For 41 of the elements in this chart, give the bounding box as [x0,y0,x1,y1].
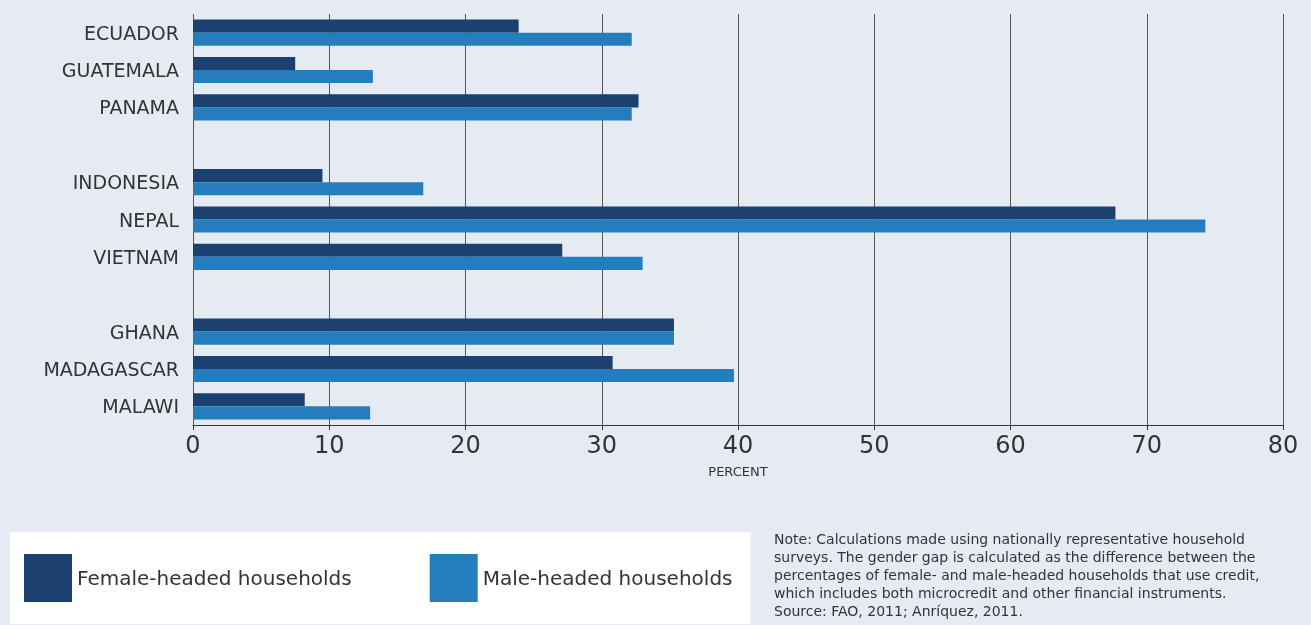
bar [193,56,296,71]
bar [193,219,1206,233]
bar [193,182,424,196]
x-tick-label: 50 [858,431,890,459]
bar [193,169,323,183]
y-tick-label: MADAGASCAR [43,357,179,380]
y-tick-label: INDONESIA [72,171,179,194]
source-note: Source: FAO, 2011; Anríquez, 2011. [774,602,1024,620]
x-tick-label: 80 [1267,431,1299,459]
x-tick-label: 40 [722,431,754,459]
bar [193,94,639,108]
bar [193,70,373,84]
y-tick-label: MALAWI [102,395,179,418]
y-tick-label: PANAMA [99,96,179,119]
y-tick-label: GHANA [109,320,179,343]
bar [193,318,674,332]
bar [193,355,613,369]
bar [193,243,563,257]
x-axis-title: PERCENT [708,464,768,479]
bar [193,107,632,121]
y-tick-label: ECUADOR [84,21,179,44]
bar [193,206,1116,220]
legend-label: Female-headed households [77,566,352,590]
bar [193,393,305,407]
bar [193,368,734,383]
bar [193,331,674,345]
x-tick-label: 30 [586,431,618,459]
x-tick-label: 60 [995,431,1026,459]
x-tick-label: 70 [1131,431,1163,459]
x-tick-label: 10 [313,431,345,459]
y-tick-label: VIETNAM [93,245,179,268]
y-tick-label: NEPAL [118,208,180,231]
bar [193,19,519,33]
y-tick-label: GUATEMALA [61,59,179,82]
bar [193,406,371,420]
text: Note: Calculations made using nationally representative household surveys. The gender gap is calculated as the difference between the percentages of female- and male-headed households that use credit, which includes both microcredit and other financial instruments. [774,530,1261,602]
bar [193,32,632,46]
bar [193,256,643,270]
x-tick-label: 20 [450,431,481,459]
legend-label: Male-headed households [482,566,733,590]
x-tick-label: 0 [185,431,201,459]
